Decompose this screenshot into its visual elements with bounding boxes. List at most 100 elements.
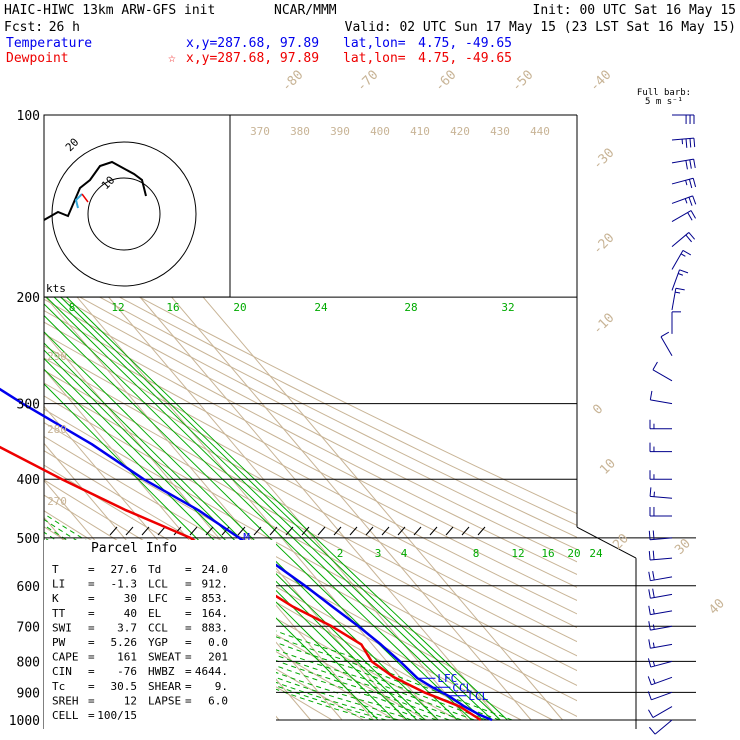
theta-label: 400 <box>370 125 390 138</box>
parcel-field-value: 883. <box>202 621 229 634</box>
hodograph-storm-motion <box>81 193 89 203</box>
wind-barb-staff <box>651 691 673 701</box>
wind-barb-staff <box>671 158 694 164</box>
parcel-field-label: PW <box>52 636 66 649</box>
parcel-field-value: 201 <box>208 651 228 664</box>
dry-adiabat-line <box>44 266 577 538</box>
pressure-tick-label: 300 <box>17 398 40 413</box>
parcel-field-label: K <box>52 592 59 605</box>
parcel-field-value: 853. <box>202 592 229 605</box>
hatch-tick <box>317 526 326 536</box>
wind-barb-flag <box>648 589 651 599</box>
wind-barb-flag <box>652 608 655 615</box>
isotherm-label: -20 <box>590 231 617 258</box>
isotherm-label: -40 <box>587 68 614 95</box>
hatch-tick <box>125 526 134 536</box>
fcst-label: Fcst: <box>4 20 43 35</box>
parcel-equals: = <box>185 636 192 649</box>
parcel-field-label: Tc <box>52 680 65 693</box>
wind-barb-staff <box>650 610 673 616</box>
mixing-ratio-label: 32 <box>501 301 514 314</box>
parcel-field-value: 4644. <box>195 665 228 678</box>
dry-adiabat-line <box>44 276 577 551</box>
wind-barb-flag <box>693 138 696 148</box>
pressure-tick-label: 700 <box>17 620 40 635</box>
wind-barb-flag <box>647 658 652 668</box>
wind-barb-flag <box>677 273 684 276</box>
isotherm-label: 40 <box>706 596 728 618</box>
isotherm-label: -60 <box>432 68 459 95</box>
isotherm-label: -30 <box>590 146 617 173</box>
parcel-field-value: 30.5 <box>111 680 138 693</box>
parcel-field-label: SWEAT <box>148 651 181 664</box>
parcel-field-label: CIN <box>52 665 72 678</box>
wind-barb-flag <box>652 550 655 560</box>
wind-barb-flag <box>688 179 693 189</box>
wind-barb-staff <box>652 706 673 718</box>
wind-barb-flag <box>679 269 689 274</box>
mixing-ratio-label: 24 <box>314 301 328 314</box>
hatch-tick <box>157 526 166 536</box>
parcel-field-label: LCL <box>148 578 168 591</box>
hatch-tick <box>349 526 358 536</box>
wind-barb-flag <box>689 159 692 169</box>
mixing-ratio-label: 8 <box>69 301 76 314</box>
wind-barb-staff <box>660 336 673 357</box>
wind-barb-staff <box>654 719 673 735</box>
wind-barb-staff <box>650 576 673 582</box>
wind-barb-flag <box>685 234 692 243</box>
parcel-equals: = <box>88 607 95 620</box>
parcel-field-value: 912. <box>202 578 229 591</box>
wind-barb-flag <box>692 195 697 205</box>
wind-barb-flag <box>690 210 696 219</box>
wind-barb-flag <box>685 180 688 186</box>
wind-barb-flag <box>648 605 651 615</box>
hodograph-trace <box>43 160 147 221</box>
dry-adiabat-line <box>44 345 577 629</box>
wind-barb-flag <box>648 621 651 631</box>
hatch-tick <box>333 526 342 536</box>
model-title: HAIC-HIWC 13km ARW-GFS init <box>4 3 215 18</box>
parcel-field-label: Td <box>148 563 161 576</box>
parcel-field-label: CELL <box>52 709 79 722</box>
mixing-ratio-label: 8 <box>473 547 480 560</box>
dry-adiabat-line <box>44 321 577 602</box>
wind-barb-flag <box>648 709 654 718</box>
parcel-field-value: 30 <box>124 592 137 605</box>
dewpoint-latlon-label: lat,lon= <box>343 51 406 66</box>
parcel-field-value: 100/15 <box>97 709 137 722</box>
wind-barb-flag <box>692 178 697 188</box>
dry-adiabat-line <box>44 408 577 702</box>
temperature-latlon-label: lat,lon= <box>343 36 406 51</box>
parcel-field-label: T <box>52 563 59 576</box>
parcel-equals: = <box>88 621 95 634</box>
wind-barb-staff <box>671 195 693 204</box>
dewpoint-legend: Dewpoint <box>6 51 69 66</box>
valid-time: Valid: 02 UTC Sun 17 May 15 (23 LST Sat … <box>345 20 736 35</box>
parcel-field-value: 9. <box>215 680 228 693</box>
hatch-tick <box>253 526 262 536</box>
hatch-tick <box>413 526 422 536</box>
wind-barb-flag <box>652 661 656 667</box>
wind-barb-flag <box>688 232 696 240</box>
wind-barb-staff <box>671 250 684 270</box>
center-label: NCAR/MMM <box>274 3 337 18</box>
wind-barb-flag <box>647 691 652 701</box>
hatch-tick <box>285 526 294 536</box>
parcel-field-label: LI <box>52 578 65 591</box>
hatch-tick <box>109 526 118 536</box>
parcel-equals: = <box>88 680 95 693</box>
mixing-ratio-label: 20 <box>567 547 580 560</box>
dry-adiabat-line <box>44 333 577 615</box>
hatch-tick <box>381 526 390 536</box>
dewpoint-profile <box>0 445 482 722</box>
theta-label: 440 <box>530 125 550 138</box>
barb-key-units: 5 m s⁻¹ <box>645 97 683 107</box>
isotherm-label: 20 <box>610 531 632 553</box>
hatch-tick <box>189 526 198 536</box>
parcel-field-value: -76 <box>117 665 137 678</box>
isotherm-label: 10 <box>597 456 619 478</box>
mixing-ratio-label: 24 <box>589 547 603 560</box>
isotherm-label: -10 <box>590 311 617 338</box>
parcel-field-value: 12 <box>124 694 137 707</box>
